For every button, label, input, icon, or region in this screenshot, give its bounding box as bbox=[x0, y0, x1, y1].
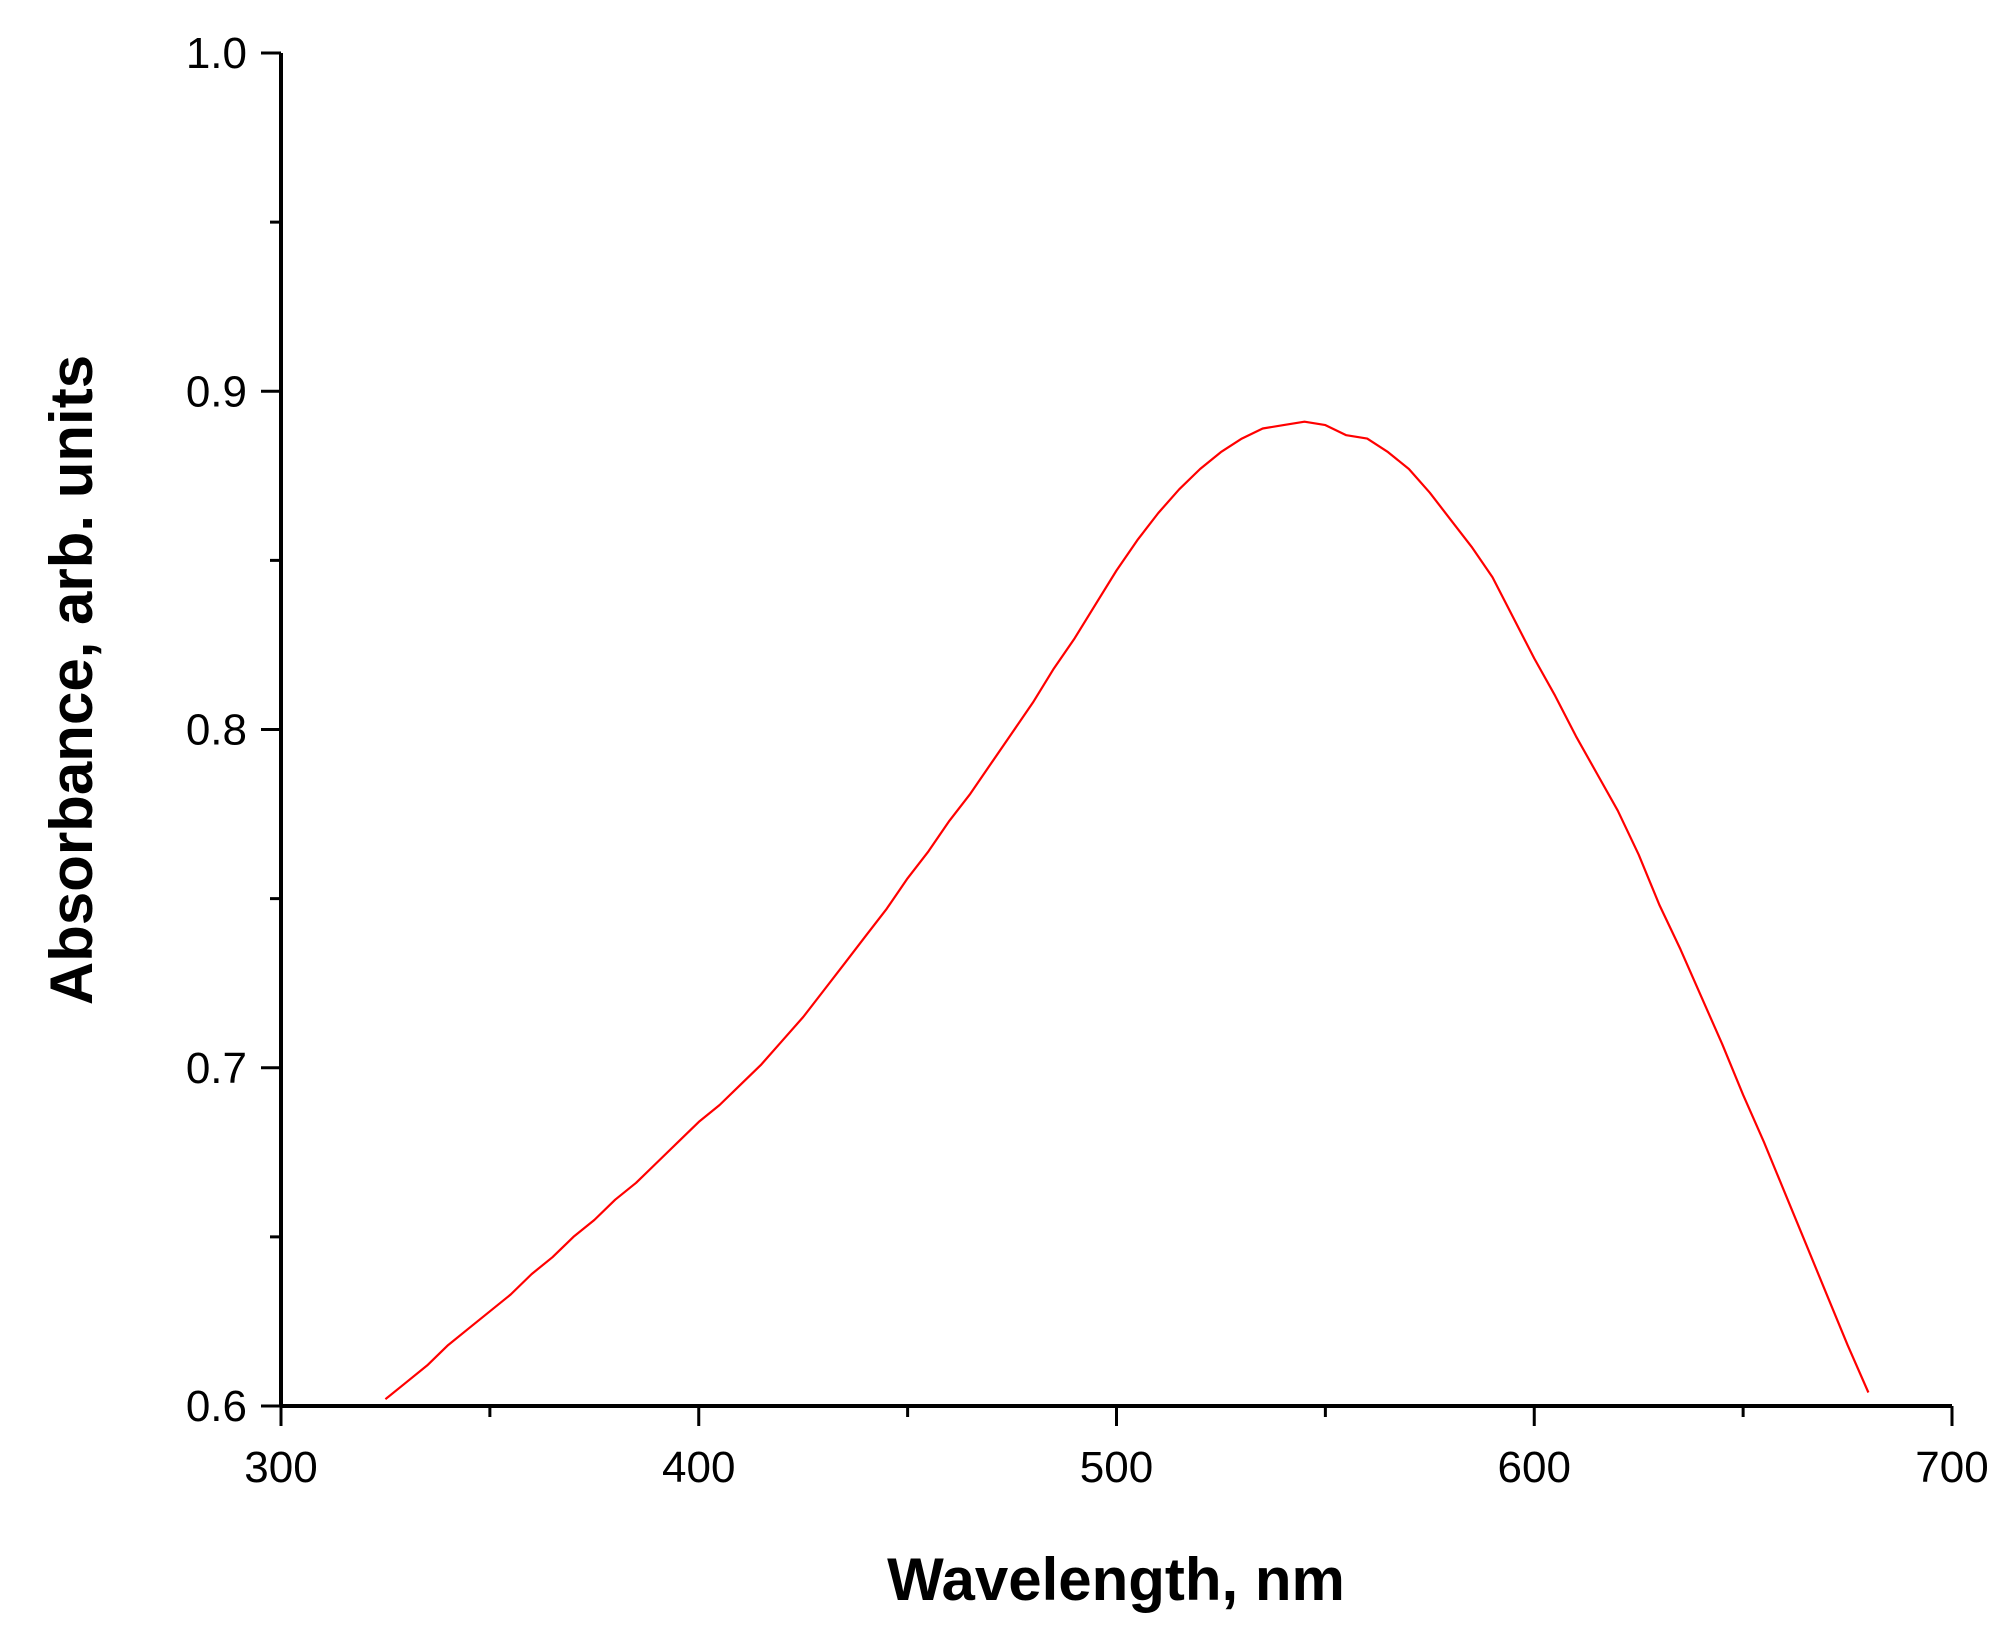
x-tick-label: 600 bbox=[1498, 1443, 1571, 1492]
x-axis-title: Wavelength, nm bbox=[887, 1546, 1345, 1613]
y-tick-label: 0.9 bbox=[186, 367, 247, 416]
y-tick-label: 0.7 bbox=[186, 1044, 247, 1093]
x-tick-label: 300 bbox=[244, 1443, 317, 1492]
x-tick-label: 400 bbox=[662, 1443, 735, 1492]
tick-labels: 300 400 500 600 700 0.6 0.7 0.8 0.9 1.0 bbox=[186, 29, 1989, 1492]
plot-area bbox=[384, 420, 1870, 1401]
y-tick-label: 0.8 bbox=[186, 706, 247, 755]
series-line bbox=[384, 420, 1870, 1401]
y-tick-label: 1.0 bbox=[186, 29, 247, 78]
ticks bbox=[261, 51, 1954, 1426]
x-tick-label: 500 bbox=[1080, 1443, 1153, 1492]
axes bbox=[279, 53, 1952, 1408]
y-tick-label: 0.6 bbox=[186, 1382, 247, 1431]
y-axis-title: Absorbance, arb. units bbox=[38, 355, 105, 1005]
x-tick-label: 700 bbox=[1915, 1443, 1988, 1492]
